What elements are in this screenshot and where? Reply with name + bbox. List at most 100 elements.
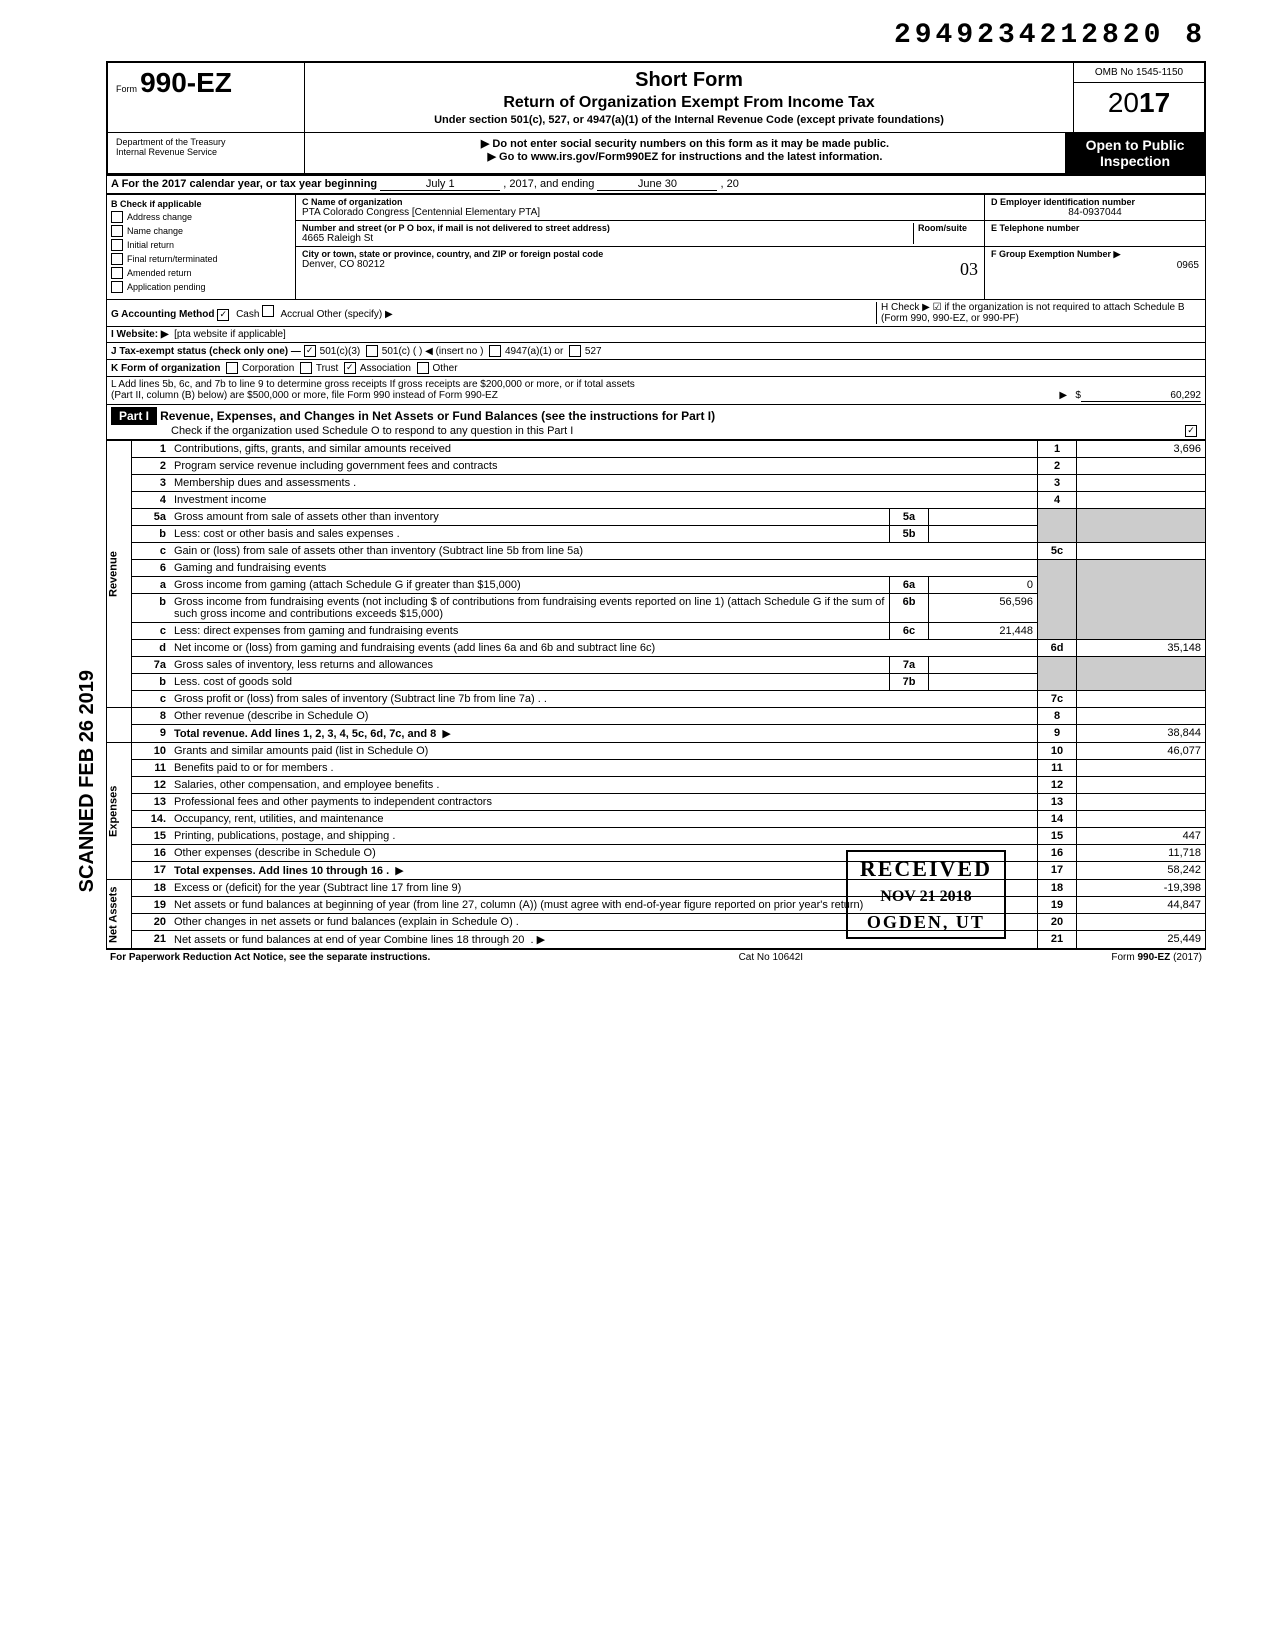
line-7a-desc: Gross sales of inventory, less returns a… (170, 657, 890, 674)
section-a-label: A For the 2017 calendar year, or tax yea… (111, 178, 377, 190)
header-right: OMB No 1545-1150 2017 (1073, 63, 1204, 132)
line-3-val (1077, 475, 1206, 492)
ein-value: 84-0937044 (991, 207, 1199, 218)
part1-header: Part I Revenue, Expenses, and Changes in… (106, 405, 1206, 440)
part1-check-text: Check if the organization used Schedule … (171, 425, 1185, 437)
line-14-val (1077, 811, 1206, 828)
line-16-col: 16 (1038, 845, 1077, 862)
line-2-col: 2 (1038, 458, 1077, 475)
line-16-num: 16 (132, 845, 171, 862)
section-l-line1: L Add lines 5b, 6c, and 7b to line 9 to … (111, 379, 1201, 390)
line-10-desc: Grants and similar amounts paid (list in… (170, 743, 1038, 760)
form-number-box: Form 990-EZ (108, 63, 305, 132)
line-10-val: 46,077 (1077, 743, 1206, 760)
line-6c-ival: 21,448 (929, 623, 1038, 640)
label-amended: Amended return (127, 268, 192, 278)
line-5c-desc: Gain or (loss) from sale of assets other… (170, 543, 1038, 560)
line-18-val: -19,398 (1077, 880, 1206, 897)
short-form-title: Short Form (313, 69, 1065, 92)
label-initial-return: Initial return (127, 240, 174, 250)
line-1-col: 1 (1038, 441, 1077, 458)
expenses-label: Expenses (107, 743, 132, 880)
checkbox-name-change[interactable] (111, 225, 123, 237)
label-501c3: 501(c)(3) (320, 346, 361, 357)
line-5c-val (1077, 543, 1206, 560)
website-value: [pta website if applicable] (174, 329, 286, 340)
line-6b-ival: 56,596 (929, 594, 1038, 623)
line-3-col: 3 (1038, 475, 1077, 492)
checkbox-accrual[interactable] (262, 305, 274, 317)
line-8-col: 8 (1038, 708, 1077, 725)
checkbox-trust[interactable] (300, 362, 312, 374)
city-label: City or town, state or province, country… (302, 249, 978, 259)
line-6a-desc: Gross income from gaming (attach Schedul… (170, 577, 890, 594)
line-20-col: 20 (1038, 914, 1077, 931)
line-6-num: 6 (132, 560, 171, 577)
checkbox-corp[interactable] (226, 362, 238, 374)
label-other-method: Other (specify) ▶ (317, 309, 393, 320)
footer-left: For Paperwork Reduction Act Notice, see … (110, 952, 430, 963)
checkbox-schedule-o[interactable] (1185, 425, 1197, 437)
line-12-col: 12 (1038, 777, 1077, 794)
line-3-num: 3 (132, 475, 171, 492)
line-20-val (1077, 914, 1206, 931)
group-exempt-label: F Group Exemption Number ▶ (991, 249, 1199, 260)
dept-irs: Internal Revenue Service (116, 147, 296, 157)
ssn-note: ▶ Do not enter social security numbers o… (309, 137, 1061, 150)
label-accrual: Accrual (280, 309, 313, 320)
line-6b-num: b (132, 594, 171, 623)
label-trust: Trust (316, 363, 338, 374)
line-14-num: 14. (132, 811, 171, 828)
section-j-label: J Tax-exempt status (check only one) — (111, 346, 301, 357)
label-501c: 501(c) ( ) ◀ (insert no ) (382, 346, 484, 357)
line-3-desc: Membership dues and assessments . (170, 475, 1038, 492)
checkbox-amended[interactable] (111, 267, 123, 279)
line-10-col: 10 (1038, 743, 1077, 760)
section-k-label: K Form of organization (111, 363, 220, 374)
checkbox-other-org[interactable] (417, 362, 429, 374)
line-19-val: 44,847 (1077, 897, 1206, 914)
line-21-num: 21 (132, 931, 171, 949)
checkbox-pending[interactable] (111, 281, 123, 293)
checkbox-4947[interactable] (489, 345, 501, 357)
line-5b-num: b (132, 526, 171, 543)
checkbox-527[interactable] (569, 345, 581, 357)
section-k: K Form of organization Corporation Trust… (106, 360, 1206, 377)
checkbox-address-change[interactable] (111, 211, 123, 223)
revenue-label: Revenue (107, 441, 132, 708)
dept-center: ▶ Do not enter social security numbers o… (305, 133, 1065, 173)
line-7c-desc: Gross profit or (loss) from sales of inv… (170, 691, 1038, 708)
section-g-h: G Accounting Method Cash Accrual Other (… (106, 300, 1206, 327)
line-15-desc: Printing, publications, postage, and shi… (170, 828, 1038, 845)
main-table: Revenue 1 Contributions, gifts, grants, … (106, 440, 1206, 949)
label-corp: Corporation (242, 363, 294, 374)
org-name: PTA Colorado Congress [Centennial Elemen… (302, 207, 978, 218)
checkbox-final-return[interactable] (111, 253, 123, 265)
line-7c-num: c (132, 691, 171, 708)
checkbox-501c[interactable] (366, 345, 378, 357)
line-5c-num: c (132, 543, 171, 560)
line-4-desc: Investment income (170, 492, 1038, 509)
line-13-val (1077, 794, 1206, 811)
line-6a-inner: 6a (890, 577, 929, 594)
label-other-org: Other (433, 363, 458, 374)
line-4-col: 4 (1038, 492, 1077, 509)
section-a-yr: , 20 (721, 178, 739, 190)
checkbox-501c3[interactable] (304, 345, 316, 357)
line-16-val: 11,718 (1077, 845, 1206, 862)
line-10-num: 10 (132, 743, 171, 760)
checkbox-assoc[interactable] (344, 362, 356, 374)
line-6-desc: Gaming and fundraising events (170, 560, 1038, 577)
footer: For Paperwork Reduction Act Notice, see … (106, 949, 1206, 965)
section-b: B Check if applicable Address change Nam… (107, 195, 296, 299)
year-prefix: 20 (1108, 87, 1139, 118)
checkbox-initial-return[interactable] (111, 239, 123, 251)
checkbox-cash[interactable] (217, 309, 229, 321)
section-a-mid: , 2017, and ending (503, 178, 594, 190)
line-13-desc: Professional fees and other payments to … (170, 794, 1038, 811)
line-11-col: 11 (1038, 760, 1077, 777)
scanned-stamp: SCANNED FEB 26 2019 (76, 670, 99, 892)
received-title: RECEIVED (860, 856, 992, 882)
line-7a-num: 7a (132, 657, 171, 674)
section-i-label: I Website: ▶ (111, 329, 169, 340)
